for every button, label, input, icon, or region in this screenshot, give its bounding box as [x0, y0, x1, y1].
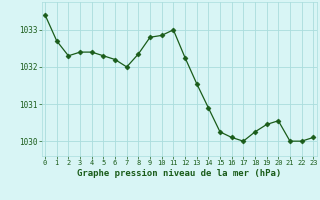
X-axis label: Graphe pression niveau de la mer (hPa): Graphe pression niveau de la mer (hPa): [77, 169, 281, 178]
